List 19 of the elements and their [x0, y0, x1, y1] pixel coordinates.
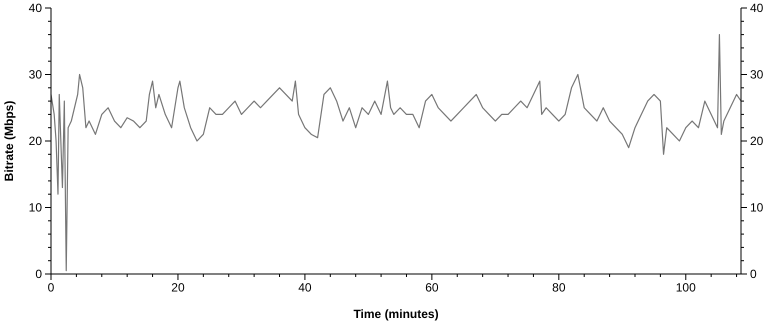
- line-series: [50, 34, 742, 272]
- x-tick-label: 40: [298, 280, 312, 295]
- y2-tick-label: 20: [750, 134, 764, 148]
- y-tick-label: 40: [28, 0, 42, 15]
- y-axis-title: Bitrate (Mbps): [2, 100, 16, 182]
- y2-tick-label: 0: [750, 266, 757, 281]
- x-tick-label: 80: [552, 280, 566, 295]
- x-tick-label: 20: [171, 280, 185, 295]
- x-tick-label: 100: [676, 280, 696, 295]
- y-tick-label: 10: [28, 200, 42, 214]
- x-tick-label: 0: [48, 280, 55, 295]
- y-tick-label: 20: [28, 134, 42, 148]
- x-axis-title: Time (minutes): [353, 307, 439, 321]
- y2-tick-label: 10: [750, 200, 764, 214]
- x-tick-label: 60: [425, 280, 439, 295]
- y-tick-label: 0: [35, 266, 42, 281]
- y-tick-label: 30: [28, 67, 42, 82]
- y2-tick-label: 40: [750, 0, 764, 15]
- y2-tick-label: 30: [750, 67, 764, 82]
